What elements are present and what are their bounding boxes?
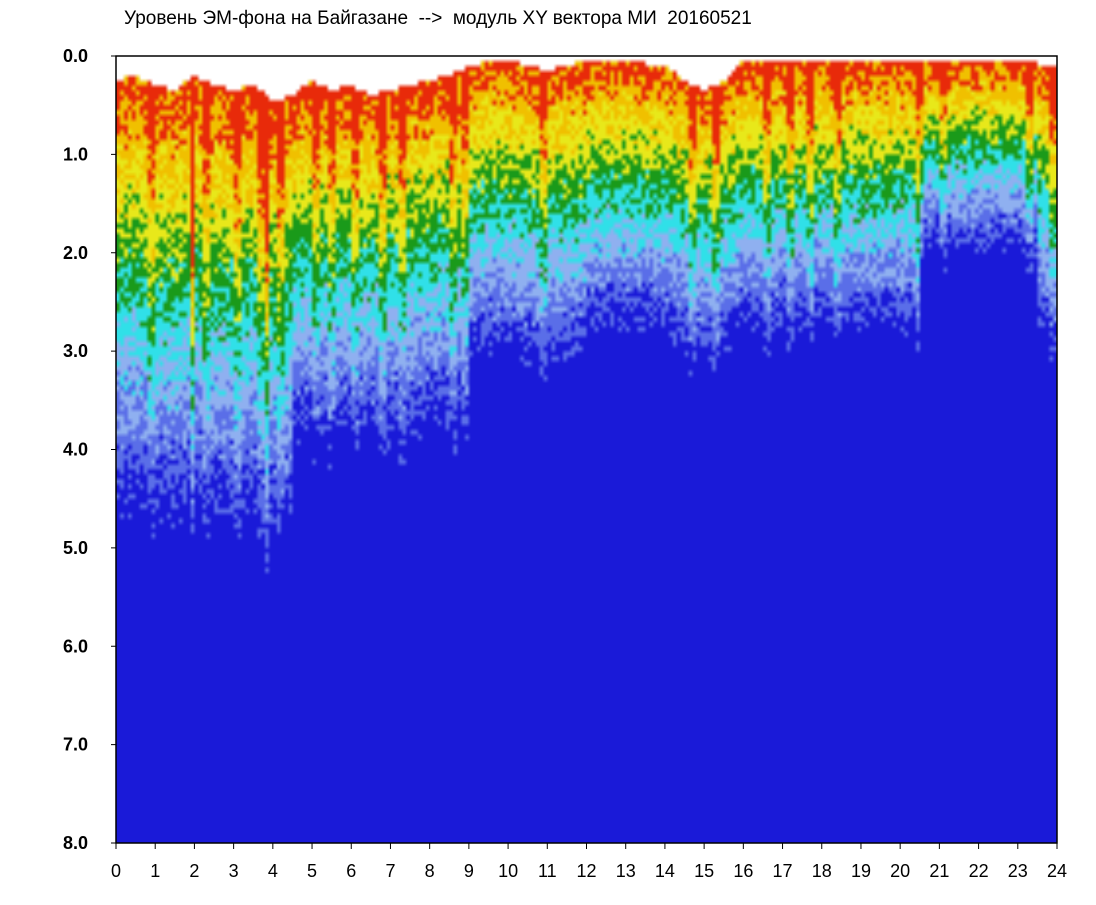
x-tick-label: 8 <box>425 861 435 881</box>
x-tick-label: 2 <box>189 861 199 881</box>
x-tick-label: 6 <box>346 861 356 881</box>
x-tick-label: 9 <box>464 861 474 881</box>
x-axis: 0 1 2 3 4 5 6 7 8 9 10 11 12 13 14 15 16 17 18 19 20 21 22 23 24 <box>111 843 1067 881</box>
heatmap-area <box>116 56 1057 843</box>
y-tick-label: 8.0 <box>63 833 88 853</box>
y-tick-label: 0.0 <box>63 46 88 66</box>
x-tick-label: 15 <box>694 861 714 881</box>
x-tick-label: 21 <box>929 861 949 881</box>
x-tick-label: 12 <box>576 861 596 881</box>
chart-title: Уровень ЭМ-фона на Байгазане --> модуль … <box>124 8 752 29</box>
x-tick-label: 24 <box>1047 861 1067 881</box>
x-tick-label: 14 <box>655 861 675 881</box>
x-tick-label: 17 <box>773 861 793 881</box>
x-tick-label: 11 <box>538 861 557 881</box>
y-tick-label: 2.0 <box>63 243 88 263</box>
y-tick-label: 5.0 <box>63 538 88 558</box>
x-tick-label: 13 <box>616 861 636 881</box>
x-tick-label: 10 <box>498 861 518 881</box>
x-tick-label: 22 <box>969 861 989 881</box>
x-tick-label: 5 <box>307 861 317 881</box>
x-tick-label: 19 <box>851 861 871 881</box>
x-tick-label: 23 <box>1008 861 1028 881</box>
x-tick-label: 18 <box>812 861 832 881</box>
x-tick-label: 7 <box>385 861 395 881</box>
heatmap-raster <box>116 56 1057 843</box>
x-tick-label: 4 <box>268 861 278 881</box>
y-tick-label: 4.0 <box>63 440 88 460</box>
x-tick-label: 0 <box>111 861 121 881</box>
y-axis: 0.0 1.0 2.0 3.0 4.0 5.0 6.0 7.0 8.0 <box>63 46 116 853</box>
x-tick-label: 1 <box>150 861 160 881</box>
x-tick-label: 16 <box>733 861 753 881</box>
y-tick-label: 1.0 <box>63 144 88 164</box>
x-tick-label: 3 <box>229 861 239 881</box>
y-tick-label: 7.0 <box>63 735 88 755</box>
y-tick-label: 3.0 <box>63 341 88 361</box>
x-tick-label: 20 <box>890 861 910 881</box>
y-tick-label: 6.0 <box>63 636 88 656</box>
